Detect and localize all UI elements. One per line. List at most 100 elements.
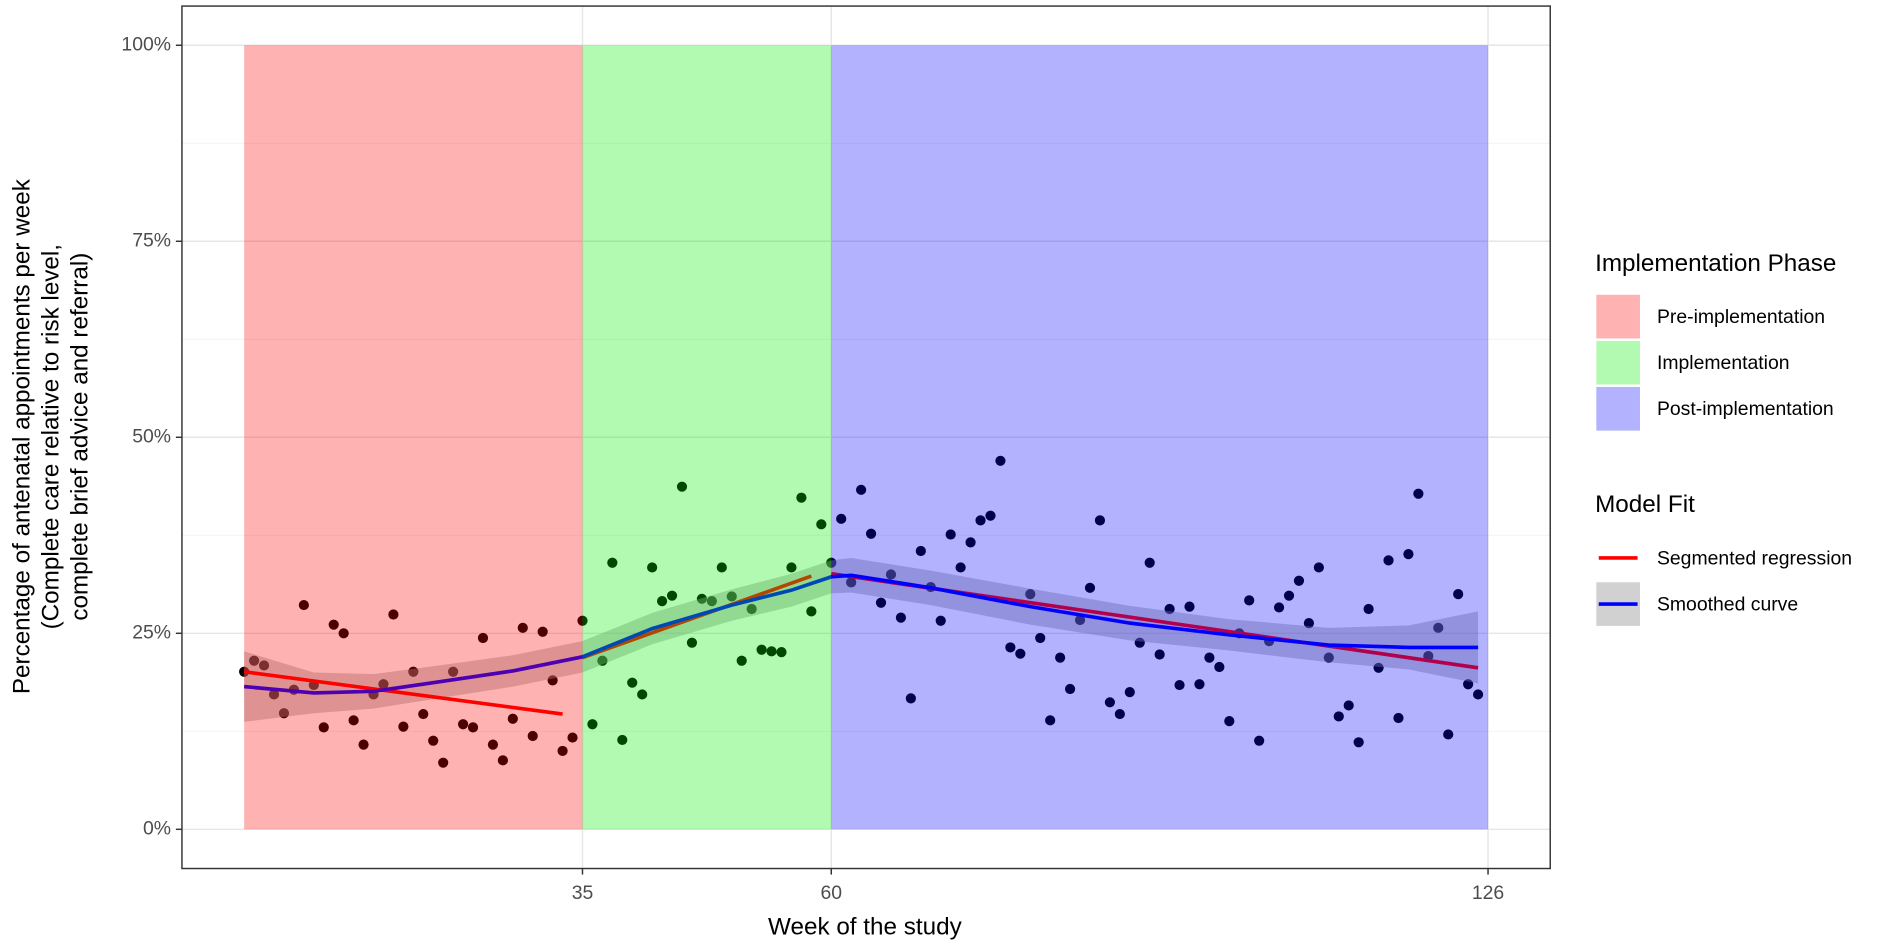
point — [1413, 488, 1424, 499]
point — [617, 734, 628, 746]
confidence-band — [244, 558, 1479, 722]
point — [666, 590, 678, 601]
point — [1273, 602, 1285, 613]
point — [875, 597, 887, 608]
point — [358, 739, 369, 750]
point — [1174, 679, 1185, 691]
point — [577, 615, 588, 626]
legend-label: Segmented regression — [1657, 547, 1852, 569]
point — [428, 735, 439, 746]
point — [587, 719, 598, 730]
point — [557, 745, 568, 757]
y-axis-title-line: Percentage of antenatal appointments per… — [8, 178, 35, 694]
point — [1194, 679, 1205, 690]
point — [1015, 648, 1026, 659]
point — [487, 739, 499, 750]
point — [1373, 662, 1384, 673]
point — [1244, 595, 1255, 606]
point — [985, 510, 996, 521]
point — [278, 708, 290, 719]
point — [497, 755, 508, 766]
point — [507, 713, 518, 724]
point — [298, 599, 309, 611]
point — [527, 730, 538, 742]
point — [826, 557, 837, 568]
point — [408, 666, 419, 677]
y-axis-title-line: (Complete care relative to risk level, — [38, 244, 65, 629]
point — [1074, 614, 1086, 626]
legend-key — [1596, 340, 1640, 385]
point — [647, 562, 658, 573]
point — [567, 732, 578, 743]
point — [686, 637, 698, 648]
point — [1114, 708, 1125, 720]
x-tick-label: 60 — [820, 882, 842, 904]
point — [1124, 687, 1135, 698]
point — [1184, 601, 1195, 612]
point — [756, 644, 767, 655]
y-tick-label: 75% — [132, 229, 171, 251]
x-tick-label: 126 — [1472, 882, 1504, 904]
point — [1214, 661, 1225, 673]
point — [627, 677, 638, 688]
point — [955, 562, 966, 573]
point — [1313, 562, 1324, 573]
point — [1104, 697, 1115, 708]
point — [1005, 642, 1016, 653]
point — [1025, 589, 1036, 600]
point — [1303, 618, 1315, 629]
point — [1055, 652, 1066, 663]
point — [905, 693, 916, 704]
point — [945, 529, 956, 540]
point — [348, 715, 359, 726]
point — [995, 455, 1006, 466]
point — [258, 660, 270, 671]
point — [895, 612, 907, 623]
point — [1333, 711, 1344, 722]
point — [935, 615, 946, 626]
point — [915, 545, 926, 557]
point — [846, 577, 857, 588]
point — [467, 722, 479, 733]
y-axis-title: Percentage of antenatal appointments per… — [8, 178, 93, 694]
point — [1343, 700, 1354, 711]
point — [856, 484, 867, 495]
point — [1443, 729, 1454, 740]
y-tick-label: 100% — [121, 33, 171, 55]
point — [836, 513, 847, 524]
point — [448, 666, 459, 677]
point — [1463, 679, 1474, 690]
point — [637, 689, 648, 700]
x-tick-label: 35 — [572, 882, 594, 904]
phase-region — [244, 45, 583, 830]
point — [786, 562, 797, 573]
point — [1144, 557, 1155, 568]
point — [865, 528, 877, 539]
point — [517, 622, 528, 633]
point — [418, 708, 429, 720]
point — [457, 719, 469, 730]
phase-region — [582, 45, 832, 830]
point — [537, 626, 548, 637]
point — [1472, 689, 1484, 700]
point — [1084, 582, 1096, 593]
y-tick-label: 25% — [132, 621, 171, 643]
point — [378, 679, 389, 690]
point — [1293, 575, 1305, 586]
x-axis-title: Week of the study — [768, 913, 963, 940]
point — [268, 689, 280, 700]
point — [318, 722, 329, 733]
point — [547, 675, 558, 686]
point — [1154, 649, 1165, 660]
y-tick-label: 0% — [143, 817, 171, 839]
plot-layer — [181, 6, 1551, 869]
point — [1453, 589, 1464, 600]
point — [328, 619, 339, 630]
point — [388, 609, 399, 620]
legend-key — [1596, 294, 1640, 339]
legend-label: Post-implementation — [1657, 398, 1834, 420]
point — [1353, 737, 1364, 748]
point — [706, 596, 717, 607]
point — [965, 537, 976, 548]
point — [676, 481, 688, 492]
